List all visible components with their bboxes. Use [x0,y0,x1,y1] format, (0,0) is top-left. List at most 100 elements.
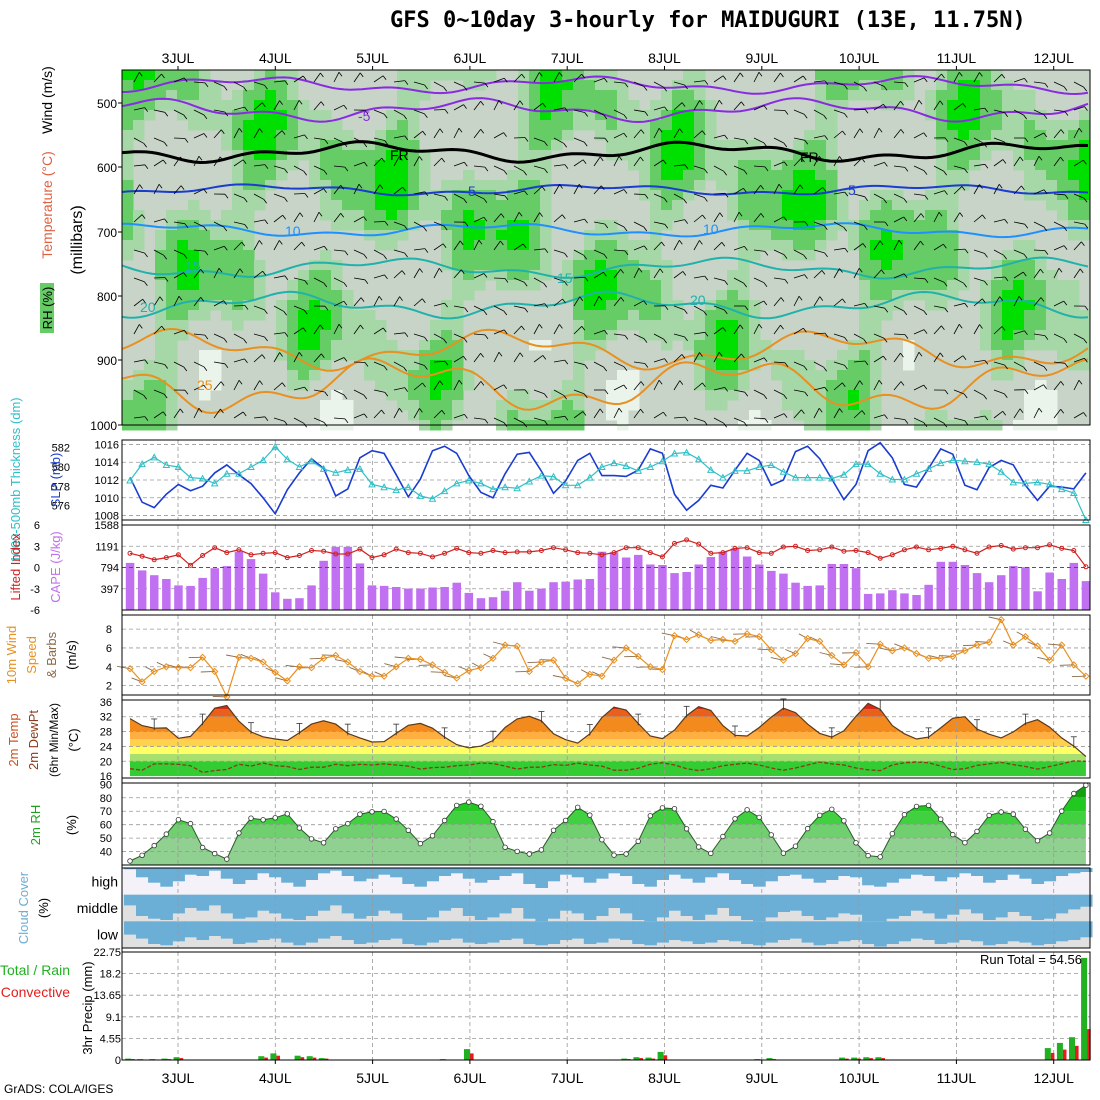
wind-barb-tick [203,366,208,372]
rh-cell [353,160,365,171]
wind-barb [953,103,964,111]
rh-cell [881,100,893,111]
wind-barb-tick [223,300,227,305]
wind-barb [893,333,906,335]
rh-cell [606,100,618,111]
contour-label: -5 [358,108,371,124]
li-point [889,552,895,558]
cloud-bar [777,868,790,876]
wind10-point [622,644,630,652]
cape-tick-label: 1588 [95,520,119,532]
wind-barb-tick [1038,155,1043,161]
rh-cell [441,230,453,241]
wind-barb-tick [824,332,829,338]
wind-barb [593,221,605,225]
rh-cell [991,320,1003,331]
rh-cell [1013,340,1025,351]
rh-cell [265,100,277,111]
wind-barb [853,410,863,419]
wind-barb-tick [1060,129,1065,134]
wind-barb-tick [740,101,745,107]
rh-cell [232,160,244,171]
wind-barb [853,108,866,111]
rh-cell [925,300,937,311]
li-point [793,543,798,549]
rh-cell [1046,330,1058,341]
rh-cell [166,90,178,101]
wind-barb-tick [864,196,869,201]
wind-barb-tick [943,243,947,249]
rh-cell [683,330,695,341]
wind-barb [353,277,365,281]
rh-cell [518,230,530,241]
rh-cell [485,260,497,271]
li-point [986,544,992,550]
wind-barb [793,249,804,256]
rh-point [357,811,363,817]
rh-cell [573,350,585,361]
wind-barb-tick [861,410,866,415]
wind10-point [949,652,957,661]
wind-barb-tick [884,414,888,419]
wind-barb [173,77,185,83]
rh-cell [320,170,332,181]
date-label-bottom: 4JUL [259,1070,292,1086]
rh-cell [408,140,420,151]
wind-barb-tick [704,168,708,174]
wind-barb-tick [521,73,526,79]
cape-bar [416,588,425,610]
thickness-point [235,469,243,477]
rh-cell [694,100,706,111]
wind-barb [913,352,920,363]
rh-cell [672,90,684,101]
wind-barb [233,241,242,251]
rh-cell [210,380,222,391]
rh-point [308,836,315,842]
chart-title: GFS 0~10day 3-hourly for MAIDUGURI (13E,… [390,8,1026,33]
wind-barb-tick [541,186,546,191]
cloud-bar [1067,894,1081,910]
wind-barb-tick [264,309,268,314]
wind10-point [428,661,437,669]
rh-point [950,831,956,838]
li-point [974,550,980,556]
rh-cell [870,230,882,241]
rh-cell [276,160,288,171]
rh-cell [617,110,629,121]
rh-point [611,852,617,858]
rh-cell [1024,170,1036,181]
rh-cell [133,410,145,421]
wind-barb [933,417,944,424]
wind-barb [993,326,1003,335]
rh-cell [298,330,310,341]
rh-cell [980,410,992,421]
cloud-bar [692,921,706,944]
rh-cell [419,380,431,391]
rh-cell [188,240,200,251]
rh-cell [397,370,409,381]
wind-barb-tick [579,296,584,301]
rh-cell [166,100,178,111]
rh-cell [793,210,805,221]
cape-bar [222,566,232,610]
dewpt-line [129,760,1086,774]
rh-cell [815,170,827,181]
rh-cell [309,130,321,141]
wind-barb-tick [518,212,523,217]
wind10-label: & Barbs [44,631,59,678]
wind-barb-tick [1063,245,1068,250]
cloud-bar [269,868,282,878]
wind-barb [973,298,983,307]
rh-cell [991,350,1003,361]
rh-cell [331,350,343,361]
rh-cell [155,370,167,381]
wind-barb [433,109,446,111]
wind-barb-tick [164,218,168,224]
wind-barb [833,298,843,307]
wind-barb [213,381,222,391]
wind-barb-tick [900,129,905,134]
wind-barb [193,81,206,84]
wind-barb [493,193,505,197]
rh-cell [441,190,453,201]
wind-barb-tick [483,216,488,222]
